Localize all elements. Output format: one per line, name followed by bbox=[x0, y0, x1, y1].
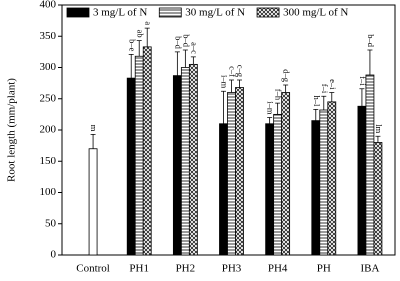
x-tick-label: PH2 bbox=[176, 263, 196, 275]
error-bar bbox=[221, 90, 226, 124]
error-bar bbox=[237, 79, 242, 88]
error-bar bbox=[367, 49, 373, 75]
bar bbox=[281, 92, 291, 256]
bar bbox=[273, 113, 283, 256]
bar bbox=[327, 101, 337, 256]
y-axis-label: Root length (mm/plant) bbox=[6, 78, 18, 182]
error-bar bbox=[128, 53, 134, 79]
y-tick-label: 0 bbox=[51, 249, 57, 261]
significance-label: a bbox=[143, 21, 153, 25]
significance-label: h–l bbox=[312, 96, 322, 108]
significance-label: lm bbox=[374, 124, 384, 133]
bar bbox=[180, 67, 190, 256]
y-tick-label: 150 bbox=[40, 155, 57, 167]
error-bar bbox=[190, 56, 196, 65]
error-bar bbox=[313, 108, 319, 121]
significance-label: f–i bbox=[320, 84, 330, 94]
error-bar bbox=[375, 135, 381, 143]
error-bar bbox=[329, 92, 335, 102]
y-tick-label: 200 bbox=[40, 124, 57, 136]
bar bbox=[265, 123, 275, 256]
y-tick-label: 50 bbox=[45, 217, 57, 229]
x-tick-label: PH4 bbox=[268, 263, 288, 275]
bar bbox=[365, 74, 375, 256]
error-bar bbox=[229, 79, 234, 93]
error-bar bbox=[283, 84, 289, 93]
significance-label: m bbox=[89, 125, 99, 132]
bar bbox=[235, 87, 244, 256]
error-bar bbox=[359, 88, 365, 107]
legend-swatch bbox=[158, 7, 182, 18]
significance-label: a–c bbox=[189, 42, 199, 54]
legend-swatch bbox=[256, 7, 280, 18]
x-tick-label: Control bbox=[76, 263, 110, 275]
legend-label: 30 mg/L of N bbox=[185, 7, 245, 19]
significance-label: b–e bbox=[127, 39, 137, 52]
significance-label: b–d bbox=[181, 34, 191, 48]
significance-label: b–d bbox=[366, 34, 376, 48]
bar bbox=[227, 92, 236, 256]
bar bbox=[88, 148, 98, 256]
significance-label: c–g bbox=[236, 65, 246, 78]
bar bbox=[219, 123, 228, 256]
legend-swatch bbox=[66, 7, 90, 18]
x-tick-label: IBA bbox=[360, 263, 379, 275]
bar bbox=[126, 77, 136, 256]
significance-label: ab bbox=[135, 30, 145, 38]
y-tick-label: 100 bbox=[40, 186, 57, 198]
bar bbox=[373, 142, 383, 256]
error-bar bbox=[144, 27, 150, 47]
y-tick-label: 250 bbox=[40, 92, 57, 104]
significance-label: d–g bbox=[282, 69, 292, 83]
significance-label: b–d bbox=[173, 36, 183, 50]
x-tick-label: PH bbox=[317, 263, 331, 275]
error-bar bbox=[275, 102, 281, 115]
bar bbox=[188, 63, 198, 256]
bar bbox=[357, 105, 367, 256]
y-tick-label: 350 bbox=[40, 30, 57, 42]
error-bar bbox=[267, 117, 273, 124]
y-tick-label: 400 bbox=[40, 0, 57, 11]
bar bbox=[172, 75, 182, 256]
significance-label: i–m bbox=[266, 101, 276, 115]
significance-label: f–h bbox=[274, 89, 284, 101]
error-bar bbox=[136, 40, 142, 57]
error-bar bbox=[321, 95, 327, 110]
error-bar bbox=[90, 133, 96, 149]
significance-label: e–i bbox=[328, 79, 338, 90]
error-bar bbox=[174, 51, 180, 76]
x-tick-label: PH3 bbox=[222, 263, 242, 275]
bar bbox=[311, 120, 321, 256]
bar bbox=[319, 109, 329, 256]
x-tick-label: PH1 bbox=[129, 263, 149, 275]
error-bar bbox=[182, 49, 188, 68]
y-tick-label: 300 bbox=[40, 61, 57, 73]
significance-label: i–m bbox=[220, 75, 230, 89]
bar bbox=[134, 55, 144, 256]
legend-label: 300 mg/L of N bbox=[283, 7, 348, 19]
legend-label: 3 mg/L of N bbox=[93, 7, 147, 19]
bar bbox=[142, 46, 152, 256]
significance-label: c–f bbox=[228, 66, 238, 77]
significance-label: f–i bbox=[358, 76, 368, 86]
